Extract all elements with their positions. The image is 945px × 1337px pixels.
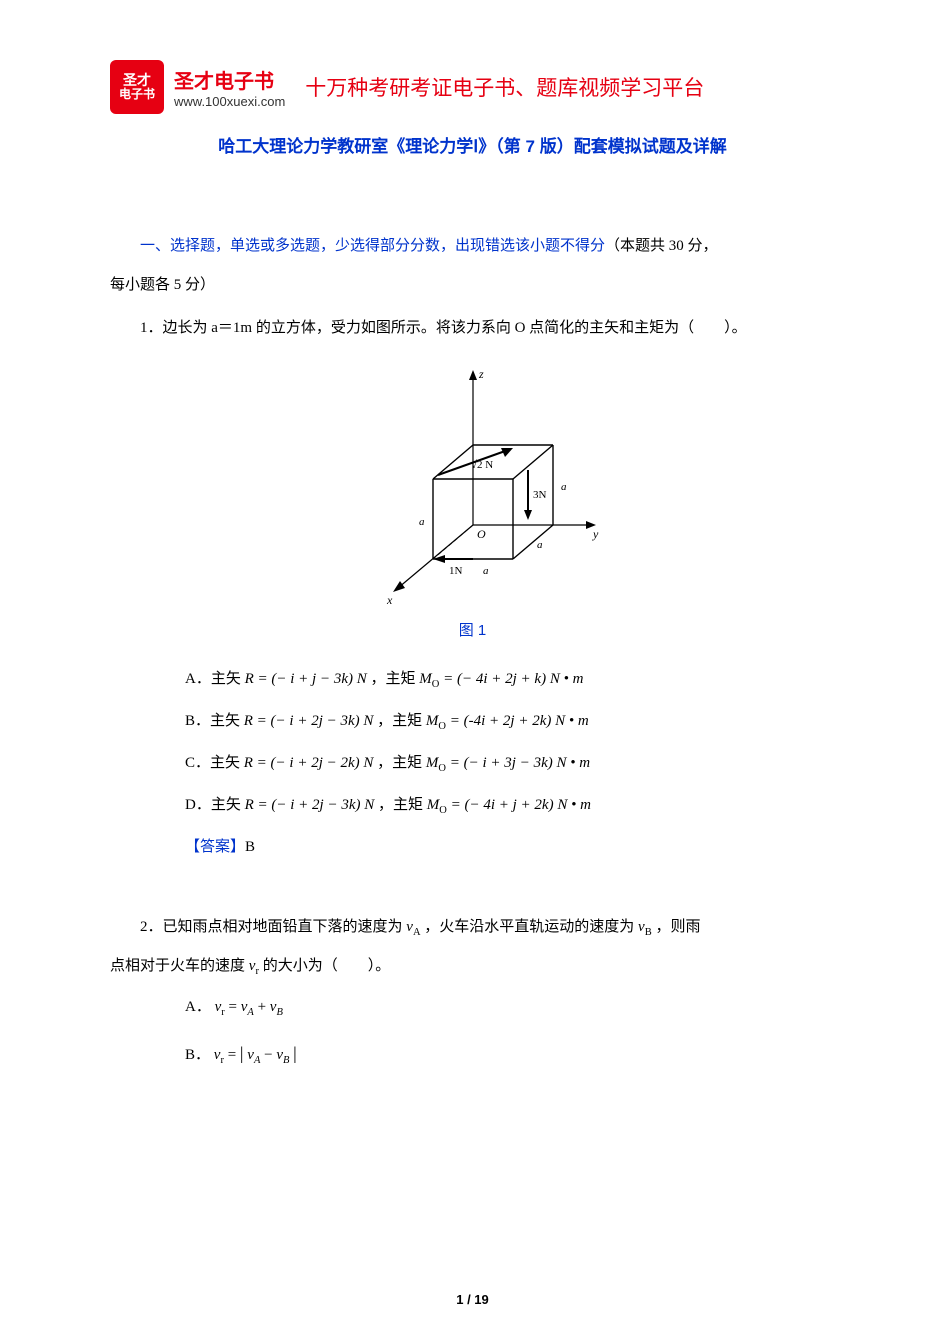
opt-c-M: M <box>426 755 439 771</box>
section-intro-line2: 每小题各 5 分） <box>110 266 835 305</box>
q2b-pre: B． <box>185 1047 210 1063</box>
opt-a-M: M <box>419 671 432 687</box>
axis-z-label: z <box>478 367 484 381</box>
q1-figure: z y x O <box>110 360 835 615</box>
opt-a-mid: ，主矩 <box>370 671 419 687</box>
logo-text-top: 圣才 <box>123 73 151 88</box>
opt-d-Msub: O <box>439 805 447 816</box>
q1-option-d: D．主矢 R = (− i + 2j − 3k) N ，主矩 MO = (− 4… <box>185 784 835 826</box>
opt-c-pre: C．主矢 <box>185 755 240 771</box>
q2b-minus: − <box>264 1047 276 1063</box>
q2b-subB: B <box>283 1055 289 1066</box>
q2-vA-sub: A <box>413 927 421 938</box>
opt-a-pre: A．主矢 <box>185 671 241 687</box>
q2a-vr-sub: r <box>221 1007 225 1018</box>
opt-a-R: R = (− i + j − 3k) N <box>245 671 367 687</box>
q2a-subA: A <box>247 1007 253 1018</box>
opt-c-Mrest: = (− i + 3j − 3k) N • m <box>450 755 590 771</box>
header-tagline: 十万种考研考证电子书、题库视频学习平台 <box>305 72 704 102</box>
force-1n-label: 1N <box>449 565 463 577</box>
edge-a2: a <box>483 565 489 577</box>
force-sqrt2-label: √2 N <box>471 459 493 471</box>
opt-d-mid: ，主矩 <box>378 797 427 813</box>
section-intro: 一、选择题，单选或多选题，少选得部分分数，出现错选该小题不得分（本题共 30 分… <box>110 227 835 305</box>
q2-vr-sub: r <box>255 966 259 977</box>
opt-b-Mrest: = (-4i + 2j + 2k) N • m <box>450 713 589 729</box>
document-title: 哈工大理论力学教研室《理论力学Ⅰ》（第 7 版）配套模拟试题及详解 <box>110 132 835 157</box>
q2-option-a: A． vr = vA + vB <box>185 986 835 1028</box>
brand-logo: 圣才 电子书 <box>110 60 164 114</box>
opt-d-Mrest: = (− 4i + j + 2k) N • m <box>451 797 591 813</box>
page-header: 圣才 电子书 圣才电子书 www.100xuexi.com 十万种考研考证电子书… <box>110 60 835 114</box>
opt-b-Msub: O <box>438 721 446 732</box>
q2-l2p1: 点相对于火车的速度 <box>110 958 249 974</box>
q2-option-b: B． vr = | vA − vB | <box>185 1028 835 1078</box>
q2a-plus: + <box>258 999 270 1015</box>
opt-d-R: R = (− i + 2j − 3k) N <box>245 797 375 813</box>
brand-url: www.100xuexi.com <box>174 94 285 109</box>
q1-answer: 【答案】B <box>185 826 835 868</box>
edge-a4: a <box>561 481 567 493</box>
origin-label: O <box>477 527 486 541</box>
edge-a3: a <box>537 539 543 551</box>
q2a-eq: = <box>229 999 241 1015</box>
edge-a1: a <box>419 516 425 528</box>
page-number: 1 / 19 <box>0 1292 945 1307</box>
q2-vB: v <box>638 919 645 935</box>
axis-x-label: x <box>386 593 393 607</box>
q2-stem: 2．已知雨点相对地面铅直下落的速度为 vA ，火车沿水平直轨运动的速度为 vB … <box>110 908 835 947</box>
answer-label: 【答案】 <box>185 839 245 855</box>
q2-stem-line2: 点相对于火车的速度 vr 的大小为（ ）。 <box>110 947 835 986</box>
q2b-vA: v <box>247 1047 254 1063</box>
opt-c-Msub: O <box>438 763 446 774</box>
q2b-vr-sub: r <box>220 1055 224 1066</box>
brand-block: 圣才电子书 www.100xuexi.com <box>174 65 285 109</box>
section-rest: （本题共 30 分， <box>605 238 718 254</box>
answer-value: B <box>245 839 255 855</box>
q2b-vB: v <box>276 1047 283 1063</box>
q2-vB-sub: B <box>645 927 652 938</box>
brand-title: 圣才电子书 <box>174 65 285 94</box>
q2-vA: v <box>406 919 413 935</box>
q2b-eq: = <box>228 1047 240 1063</box>
section-label: 一、选择题，单选或多选题，少选得部分分数，出现错选该小题不得分 <box>140 238 605 254</box>
q1-stem: 1．边长为 a＝1m 的立方体，受力如图所示。将该力系向 O 点简化的主矢和主矩… <box>110 309 835 348</box>
q2-p2: ，火车沿水平直轨运动的速度为 <box>424 919 638 935</box>
q2b-bar1: | <box>240 1043 244 1063</box>
opt-d-pre: D．主矢 <box>185 797 241 813</box>
q2a-pre: A． <box>185 999 211 1015</box>
cube-diagram: z y x O <box>343 360 603 610</box>
force-3n-label: 3N <box>533 489 547 501</box>
opt-b-M: M <box>426 713 439 729</box>
q1-option-a: A．主矢 R = (− i + j − 3k) N ，主矩 MO = (− 4i… <box>185 658 835 700</box>
q2a-subB: B <box>276 1007 282 1018</box>
q1-option-c: C．主矢 R = (− i + 2j − 2k) N ，主矩 MO = (− i… <box>185 742 835 784</box>
opt-b-mid: ，主矩 <box>377 713 426 729</box>
logo-text-bottom: 电子书 <box>119 88 155 101</box>
opt-a-Msub: O <box>432 679 440 690</box>
figure-caption: 图 1 <box>110 619 835 640</box>
opt-b-pre: B．主矢 <box>185 713 240 729</box>
q2-l2p2: 的大小为（ ）。 <box>263 958 391 974</box>
q2b-subA: A <box>254 1055 260 1066</box>
q2-p1: 2．已知雨点相对地面铅直下落的速度为 <box>140 919 406 935</box>
axis-y-label: y <box>592 527 599 541</box>
opt-b-R: R = (− i + 2j − 3k) N <box>244 713 374 729</box>
q2b-bar2: | <box>293 1043 297 1063</box>
opt-a-Mrest: = (− 4i + 2j + k) N • m <box>443 671 583 687</box>
q2-p3: ，则雨 <box>655 919 700 935</box>
document-page: 圣才 电子书 圣才电子书 www.100xuexi.com 十万种考研考证电子书… <box>0 0 945 1337</box>
q1-option-b: B．主矢 R = (− i + 2j − 3k) N ，主矩 MO = (-4i… <box>185 700 835 742</box>
opt-c-mid: ，主矩 <box>377 755 426 771</box>
opt-c-R: R = (− i + 2j − 2k) N <box>244 755 374 771</box>
opt-d-M: M <box>427 797 440 813</box>
